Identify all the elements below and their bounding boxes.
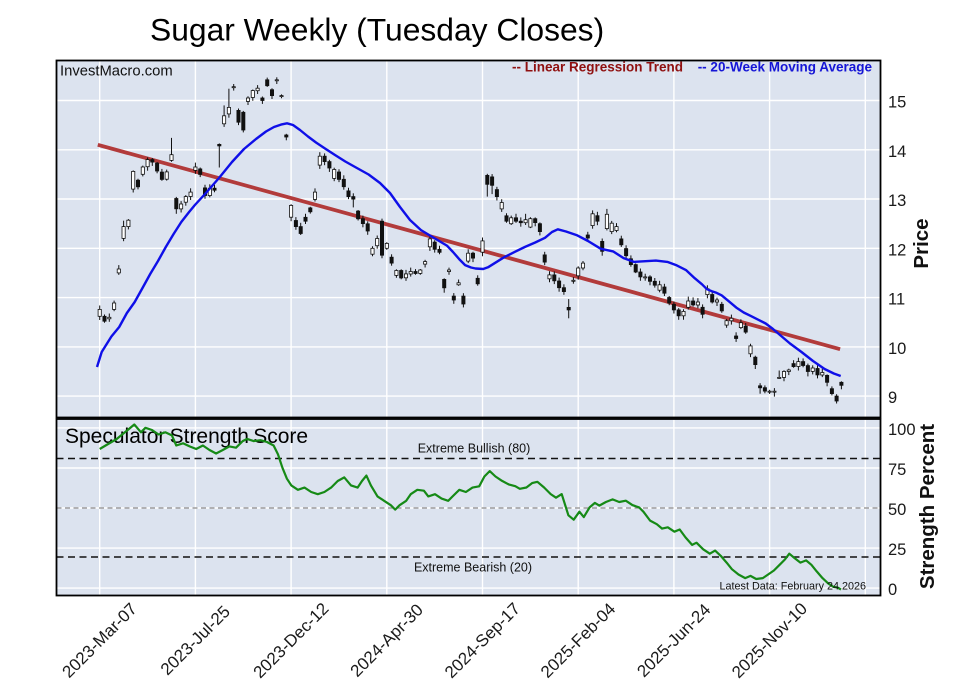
svg-text:13: 13 [888,192,906,210]
svg-text:75: 75 [888,461,906,479]
svg-text:Price: Price [910,218,933,268]
svg-text:0: 0 [888,581,897,599]
svg-text:-- Linear Regression Trend: -- Linear Regression Trend [512,60,683,75]
svg-text:11: 11 [888,291,905,309]
svg-text:12: 12 [888,241,906,259]
svg-text:Extreme Bullish (80): Extreme Bullish (80) [418,442,531,456]
svg-text:Sugar Weekly (Tuesday Closes): Sugar Weekly (Tuesday Closes) [150,12,604,48]
svg-text:Latest Data: February 24 2026: Latest Data: February 24 2026 [720,581,866,593]
svg-text:50: 50 [888,501,906,519]
svg-text:Extreme Bearish (20): Extreme Bearish (20) [414,561,532,575]
svg-text:Strength Percent: Strength Percent [916,424,939,589]
svg-text:10: 10 [888,340,906,358]
svg-text:25: 25 [888,541,906,559]
svg-text:15: 15 [888,94,906,112]
svg-text:14: 14 [888,143,906,161]
svg-text:-- 20-Week Moving Average: -- 20-Week Moving Average [698,60,873,75]
svg-text:InvestMacro.com: InvestMacro.com [60,64,173,80]
svg-text:9: 9 [888,389,897,407]
svg-text:100: 100 [888,421,916,439]
